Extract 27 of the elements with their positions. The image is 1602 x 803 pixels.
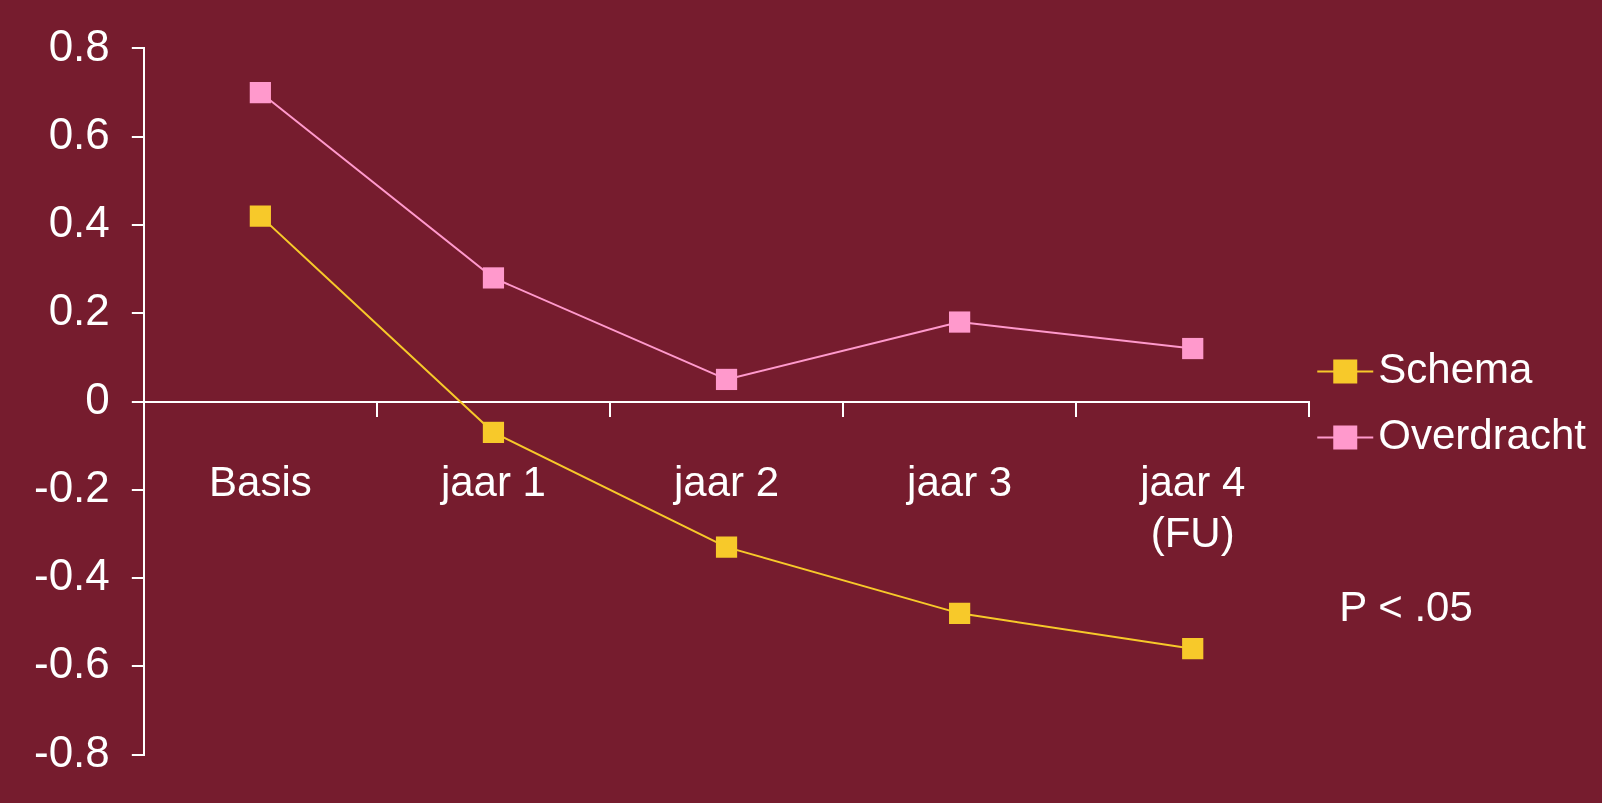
point: [1182, 337, 1204, 360]
point: [249, 205, 271, 227]
x-tick-label: jaar 1: [438, 458, 546, 506]
point: [249, 81, 271, 104]
y-tick-label: 0.4: [48, 197, 110, 247]
point: [949, 311, 971, 333]
y-tick-label: 0.6: [48, 108, 110, 158]
legend-label: Schema: [1378, 345, 1533, 393]
y-tick-label: -0.8: [33, 726, 110, 776]
point: [715, 368, 738, 391]
y-tick-label: 0.2: [48, 285, 110, 335]
x-tick-label: jaar 3: [905, 458, 1013, 506]
y-tick-label: -0.2: [33, 461, 110, 511]
point: [482, 421, 505, 443]
y-tick-label: 0.8: [48, 20, 110, 70]
point: [715, 536, 738, 558]
legend-label: Overdracht: [1378, 411, 1587, 459]
point: [482, 267, 505, 289]
point: [1182, 638, 1204, 660]
x-tick-label: jaar 4 (FU): [1138, 458, 1246, 556]
text: P < .05: [1339, 583, 1473, 631]
point: [949, 602, 971, 624]
y-tick-label: -0.4: [33, 550, 110, 600]
y-tick-label: -0.6: [33, 638, 110, 688]
y-tick-label: 0: [85, 373, 110, 423]
x-tick-label: Basis: [209, 458, 312, 506]
x-tick-label: jaar 2: [672, 458, 780, 506]
